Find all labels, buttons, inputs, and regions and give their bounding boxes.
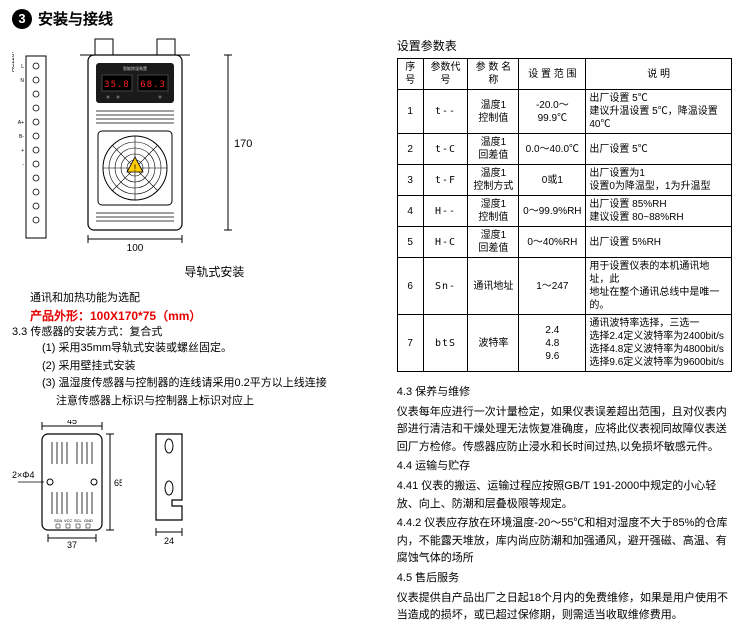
table-cell: 2 — [397, 134, 423, 165]
svg-text:35.8: 35.8 — [104, 80, 130, 90]
table-row: 2t-C温度1回差值0.0～40.0℃出厂设置 5℃ — [397, 134, 731, 165]
table-cell: 1 — [397, 90, 423, 134]
table-cell: 温度1回差值 — [468, 134, 519, 165]
svg-text:68.3: 68.3 — [140, 80, 166, 90]
table-cell: 湿度1回差值 — [468, 227, 519, 258]
table-cell: t-C — [423, 134, 468, 165]
bracket-diagram: 24 — [142, 420, 202, 550]
table-cell: H-- — [423, 196, 468, 227]
svg-text:AC220V: AC220V — [12, 52, 16, 72]
table-cell: 出厂设置为1设置0为降温型，1为升温型 — [586, 165, 732, 196]
install-item-3b: 注意传感器上标识与控制器上标识对应上 — [12, 393, 377, 411]
table-cell: 温度1控制方式 — [468, 165, 519, 196]
table-cell: -20.0～99.9℃ — [519, 90, 586, 134]
svg-text:SDA: SDA — [54, 518, 63, 523]
svg-text:L: L — [21, 64, 24, 70]
section-number: 3 — [12, 9, 32, 29]
table-row: 6Sn-通讯地址1～247用于设置仪表的本机通讯地址，此地址在整个通讯总线中是唯… — [397, 258, 731, 315]
table-cell: 出厂设置 5℃ — [586, 134, 732, 165]
svg-text:!: ! — [134, 163, 137, 173]
table-cell: 出厂设置 85%RH建议设置 80~88%RH — [586, 196, 732, 227]
svg-text:-: - — [22, 162, 24, 168]
table-cell: 6 — [397, 258, 423, 315]
sensor-diagram: 45 2×Φ4 — [12, 420, 122, 550]
option-note: 通讯和加热功能为选配 — [12, 290, 377, 307]
table-cell: 4 — [397, 196, 423, 227]
parameter-table: 序号参数代号参 数 名 称设 置 范 围说 明 1t--温度1控制值-20.0～… — [397, 58, 732, 372]
section-3-3: 3.3 传感器的安装方式：复合式 — [12, 324, 377, 341]
table-header: 序号 — [397, 59, 423, 90]
svg-text:VCC: VCC — [64, 518, 73, 523]
section-4-3-title: 4.3 保养与维修 — [397, 384, 732, 402]
svg-text:A+: A+ — [18, 120, 24, 126]
install-item-3: (3) 温湿度传感器与控制器的连线请采用0.2平方以上线连接 — [12, 375, 377, 393]
svg-text:B-: B- — [19, 134, 24, 140]
table-header: 说 明 — [586, 59, 732, 90]
svg-text:智能除湿装置: 智能除湿装置 — [123, 65, 147, 71]
table-cell: 出厂设置 5%RH — [586, 227, 732, 258]
table-cell: 出厂设置 5℃建议升温设置 5℃，降温设置40℃ — [586, 90, 732, 134]
section-4-3-body: 仪表每年应进行一次计量检定，如果仪表误差超出范围，且对仪表内部进行清洁和干燥处理… — [397, 404, 732, 457]
table-cell: 波特率 — [468, 315, 519, 372]
section-4-5-title: 4.5 售后服务 — [397, 570, 732, 588]
table-row: 3t-F温度1控制方式0或1出厂设置为1设置0为降温型，1为升温型 — [397, 165, 731, 196]
install-item-2: (2) 采用壁挂式安装 — [12, 358, 377, 376]
table-cell: 0～99.9%RH — [519, 196, 586, 227]
table-header: 设 置 范 围 — [519, 59, 586, 90]
svg-text:100: 100 — [127, 243, 144, 254]
height-dimension: 170 — [220, 37, 260, 257]
svg-text:37: 37 — [67, 540, 77, 550]
table-cell: 0.0～40.0℃ — [519, 134, 586, 165]
table-cell: 1～247 — [519, 258, 586, 315]
svg-text:SCL: SCL — [74, 518, 83, 523]
table-cell: 0或1 — [519, 165, 586, 196]
table-row: 7btS波特率2.44.89.6通讯波特率选择，三选一选择2.4定义波特率为24… — [397, 315, 731, 372]
table-cell: btS — [423, 315, 468, 372]
svg-text:N: N — [20, 78, 24, 84]
table-cell: 湿度1控制值 — [468, 196, 519, 227]
table-cell: H-C — [423, 227, 468, 258]
table-cell: 2.44.89.6 — [519, 315, 586, 372]
svg-text:45: 45 — [67, 420, 77, 426]
svg-text:+: + — [21, 148, 24, 154]
table-cell: Sn- — [423, 258, 468, 315]
section-4-5-body: 仪表提供自产品出厂之日起18个月内的免费维修，如果是用户使用不当造成的损坏，或已… — [397, 590, 732, 625]
terminal-diagram: AC220V L N A+ B- + - — [12, 52, 50, 242]
dimensions-note: 产品外形：100X170*75（mm） — [12, 307, 377, 324]
section-4-4-title: 4.4 运输与贮存 — [397, 458, 732, 476]
param-table-title: 设置参数表 — [397, 37, 732, 54]
table-cell: 3 — [397, 165, 423, 196]
table-cell: 通讯波特率选择，三选一选择2.4定义波特率为2400bit/s选择4.8定义波特… — [586, 315, 732, 372]
section-header: 3 安装与接线 — [12, 8, 732, 29]
svg-text:GND: GND — [84, 518, 93, 523]
table-cell: t-F — [423, 165, 468, 196]
install-item-1: (1) 采用35mm导轨式安装或螺丝固定。 — [12, 340, 377, 358]
table-row: 5H-C湿度1回差值0～40%RH出厂设置 5%RH — [397, 227, 731, 258]
section-4-4-2: 4.4.2 仪表应存放在环境温度-20～55℃和相对湿度不大于85%的仓库内，不… — [397, 515, 732, 568]
svg-text:24: 24 — [164, 536, 174, 546]
table-cell: 通讯地址 — [468, 258, 519, 315]
svg-text:2×Φ4: 2×Φ4 — [12, 470, 34, 480]
table-cell: t-- — [423, 90, 468, 134]
table-cell: 0～40%RH — [519, 227, 586, 258]
section-title: 安装与接线 — [38, 8, 113, 29]
table-cell: 用于设置仪表的本机通讯地址，此地址在整个通讯总线中是唯一的。 — [586, 258, 732, 315]
section-4-4-1: 4.41 仪表的搬运、运输过程应按照GB/T 191-2000中规定的小心轻放、… — [397, 478, 732, 513]
svg-text:170: 170 — [234, 138, 252, 150]
table-cell: 5 — [397, 227, 423, 258]
table-header: 参数代号 — [423, 59, 468, 90]
device-diagram: 35.8 68.3 智能除湿装置 — [60, 37, 210, 257]
svg-text:65: 65 — [114, 478, 122, 488]
table-header: 参 数 名 称 — [468, 59, 519, 90]
table-row: 1t--温度1控制值-20.0～99.9℃出厂设置 5℃建议升温设置 5℃，降温… — [397, 90, 731, 134]
table-row: 4H--湿度1控制值0～99.9%RH出厂设置 85%RH建议设置 80~88%… — [397, 196, 731, 227]
table-cell: 温度1控制值 — [468, 90, 519, 134]
mount-type-label: 导轨式安装 — [52, 263, 377, 280]
table-cell: 7 — [397, 315, 423, 372]
